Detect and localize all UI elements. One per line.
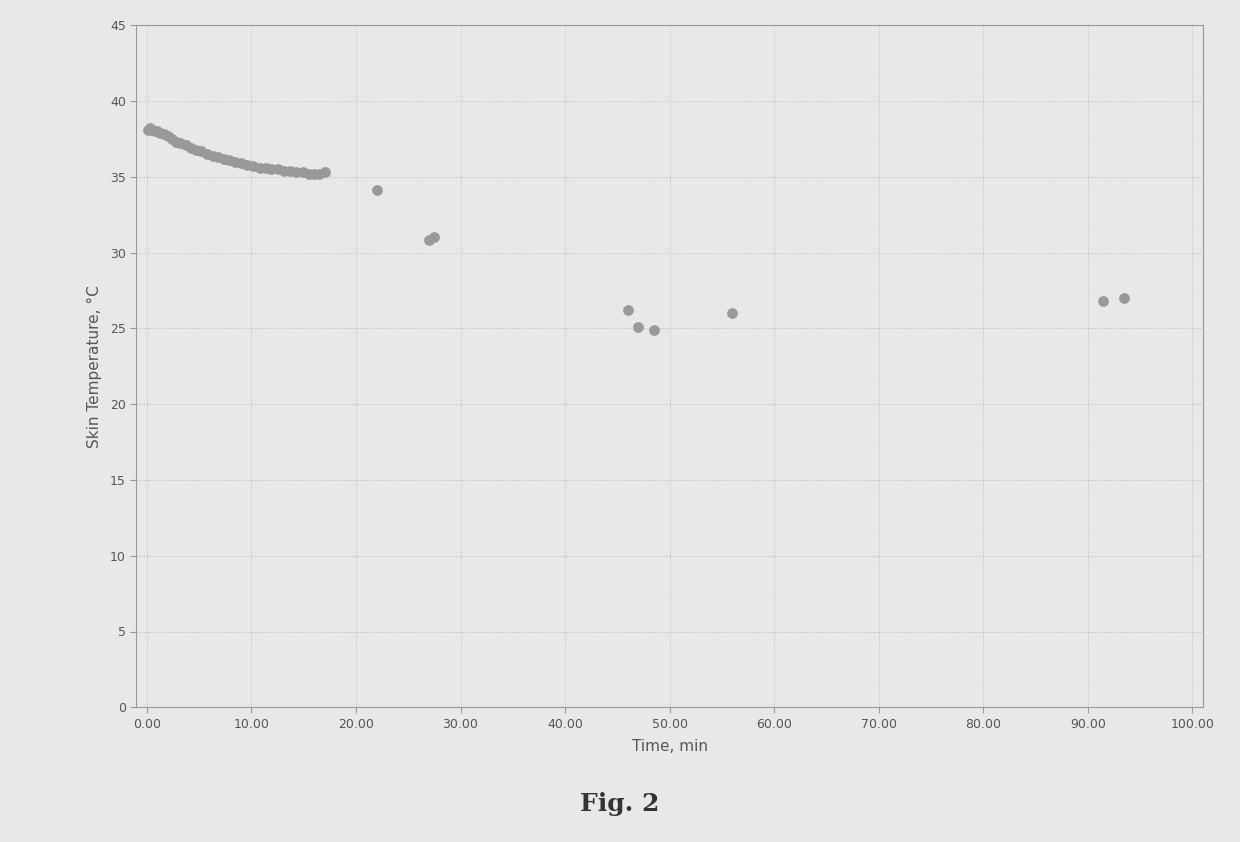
Point bbox=[419, 234, 439, 248]
Point bbox=[231, 157, 250, 170]
Point bbox=[224, 155, 244, 168]
Point bbox=[215, 152, 234, 165]
Point bbox=[629, 320, 649, 333]
Point bbox=[186, 143, 206, 157]
Point bbox=[154, 128, 174, 141]
Point bbox=[162, 132, 182, 146]
Point bbox=[208, 151, 228, 164]
Point bbox=[148, 125, 167, 138]
Point bbox=[176, 138, 196, 152]
Point bbox=[618, 303, 637, 317]
Point bbox=[280, 164, 300, 178]
Point bbox=[310, 167, 330, 180]
Point bbox=[166, 136, 186, 149]
Point bbox=[203, 149, 223, 163]
Point bbox=[424, 231, 444, 244]
Point bbox=[138, 123, 157, 136]
Point bbox=[723, 306, 743, 320]
Point bbox=[299, 167, 319, 180]
Point bbox=[1115, 291, 1135, 305]
Point bbox=[191, 144, 211, 157]
Point bbox=[274, 164, 294, 178]
Point bbox=[293, 166, 312, 179]
Point bbox=[237, 158, 257, 172]
X-axis label: Time, min: Time, min bbox=[631, 739, 708, 754]
Point bbox=[1094, 295, 1114, 308]
Point bbox=[249, 161, 269, 174]
Point bbox=[304, 167, 324, 180]
Point bbox=[315, 166, 335, 179]
Point bbox=[367, 184, 387, 197]
Point bbox=[197, 147, 217, 161]
Point bbox=[243, 159, 263, 173]
Point bbox=[644, 323, 663, 337]
Point bbox=[262, 163, 281, 176]
Point bbox=[219, 153, 239, 167]
Point bbox=[150, 126, 170, 140]
Point bbox=[145, 125, 165, 138]
Text: Fig. 2: Fig. 2 bbox=[580, 792, 660, 816]
Point bbox=[286, 166, 306, 179]
Y-axis label: Skin Temperature, °C: Skin Temperature, °C bbox=[87, 285, 102, 448]
Point bbox=[257, 161, 277, 174]
Point bbox=[181, 141, 201, 155]
Point bbox=[268, 163, 288, 176]
Point bbox=[143, 123, 162, 136]
Point bbox=[170, 136, 190, 150]
Point bbox=[157, 129, 177, 142]
Point bbox=[140, 121, 160, 135]
